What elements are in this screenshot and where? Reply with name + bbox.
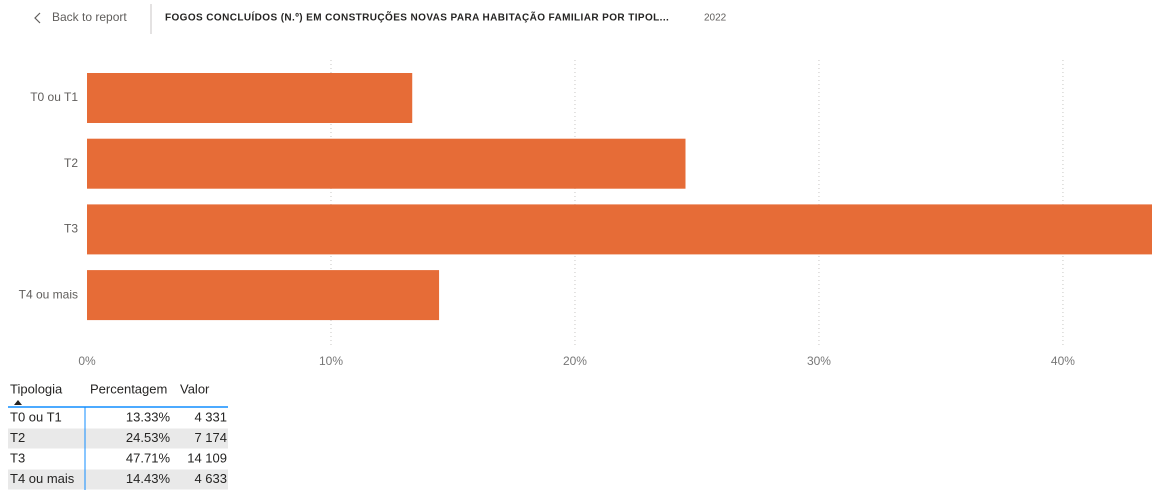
- row-shade: [8, 469, 228, 490]
- bar: [87, 73, 413, 123]
- table-header-cell: Percentagem: [90, 381, 167, 396]
- bar: [87, 204, 1152, 255]
- table-cell: 7 174: [194, 430, 227, 445]
- table-cell: 13.33%: [126, 409, 171, 424]
- y-tick-label: T2: [64, 156, 78, 170]
- row-shade: [8, 428, 228, 449]
- plot: [87, 73, 1152, 321]
- table-cell: 24.53%: [126, 430, 171, 445]
- back-icon[interactable]: [34, 12, 41, 24]
- table-cell: 14 109: [187, 450, 227, 465]
- table-cell: 47.71%: [126, 450, 171, 465]
- table-cell: T0 ou T1: [10, 409, 62, 424]
- table-header-cell: Tipologia: [10, 381, 63, 396]
- bar: [87, 270, 440, 321]
- x-tick-label: 20%: [563, 354, 587, 368]
- table-cell: T3: [10, 450, 25, 465]
- sort-icon[interactable]: [14, 400, 22, 405]
- table-cell: 14.43%: [126, 471, 171, 486]
- x-tick-label: 40%: [1051, 354, 1075, 368]
- y-tick-label: T0 ou T1: [30, 90, 78, 104]
- table-cell: T4 ou mais: [10, 471, 75, 486]
- filter-year: 2022: [704, 13, 727, 24]
- table-header-cell: Valor: [180, 381, 210, 396]
- back-button[interactable]: Back to report: [52, 10, 127, 24]
- table-cell: 4 331: [194, 409, 227, 424]
- table-cell: 4 633: [194, 471, 227, 486]
- y-tick-label: T3: [64, 222, 78, 236]
- y-tick-label: T4 ou mais: [19, 287, 78, 301]
- x-tick-label: 10%: [319, 354, 343, 368]
- visual-title: FOGOS CONCLUÍDOS (N.º) EM CONSTRUÇÕES NO…: [165, 11, 669, 24]
- bar: [87, 138, 686, 189]
- table-cell: T2: [10, 430, 25, 445]
- x-tick-label: 0%: [78, 354, 96, 368]
- x-tick-label: 30%: [807, 354, 831, 368]
